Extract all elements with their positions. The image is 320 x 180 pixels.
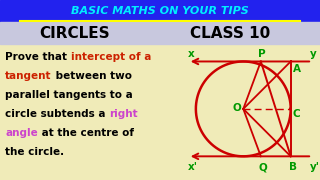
Text: right: right <box>109 109 138 119</box>
Text: B: B <box>289 162 297 172</box>
Text: P: P <box>259 49 266 59</box>
Text: CLASS 10: CLASS 10 <box>190 26 270 40</box>
Text: the circle.: the circle. <box>5 147 64 157</box>
Text: angle: angle <box>5 128 38 138</box>
Text: Prove that: Prove that <box>5 52 71 62</box>
Text: y': y' <box>310 162 320 172</box>
Text: A: A <box>292 64 300 74</box>
Text: x: x <box>188 49 195 59</box>
Text: at the centre of: at the centre of <box>38 128 134 138</box>
Text: intercept of a: intercept of a <box>71 52 151 62</box>
Text: y: y <box>310 49 316 59</box>
Text: between two: between two <box>52 71 132 81</box>
Text: CIRCLES: CIRCLES <box>40 26 110 40</box>
Text: C: C <box>292 109 300 119</box>
Text: tangent: tangent <box>5 71 52 81</box>
Bar <box>0 22 320 44</box>
Bar <box>0 44 320 180</box>
Text: O: O <box>233 103 242 113</box>
Text: x': x' <box>188 162 198 172</box>
Bar <box>0 0 320 22</box>
Text: circle subtends a: circle subtends a <box>5 109 109 119</box>
Text: BASIC MATHS ON YOUR TIPS: BASIC MATHS ON YOUR TIPS <box>71 6 249 16</box>
Text: parallel tangents to a: parallel tangents to a <box>5 90 133 100</box>
Text: Q: Q <box>259 162 267 172</box>
